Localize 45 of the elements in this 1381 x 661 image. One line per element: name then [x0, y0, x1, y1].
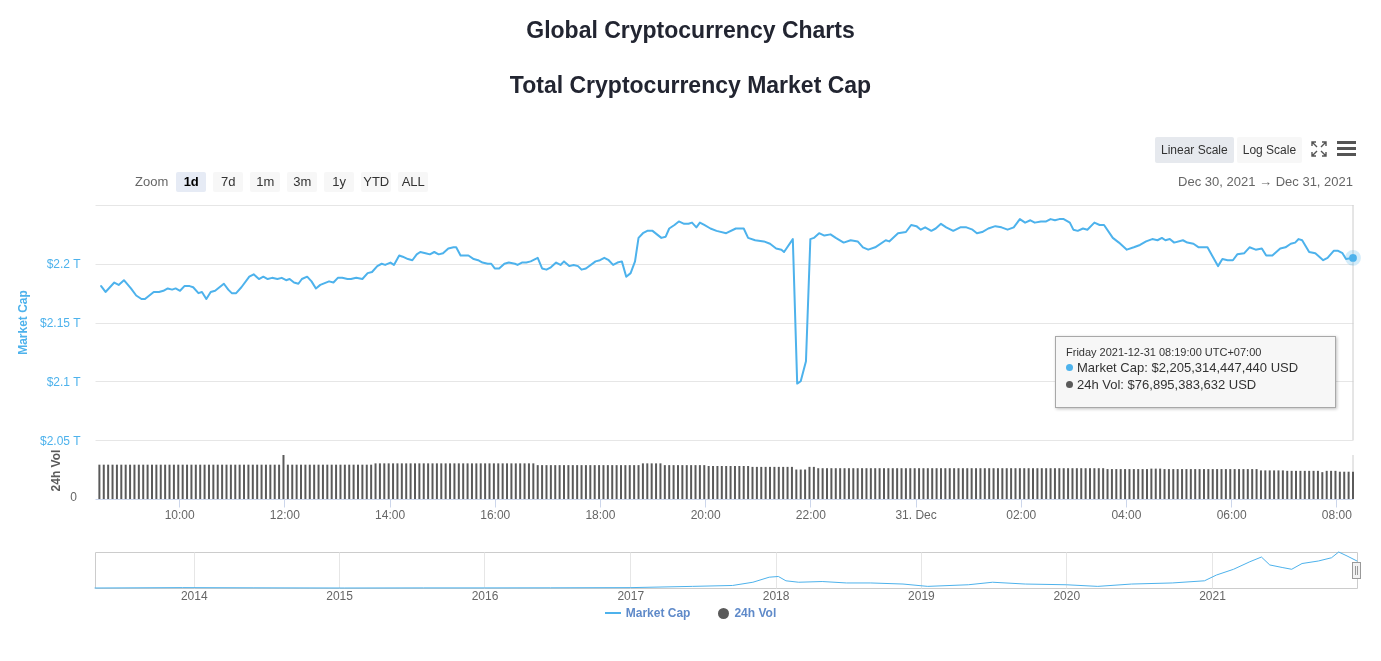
x-tick-label: 31. Dec — [895, 507, 937, 522]
y-axis-title: 24h Vol — [48, 449, 63, 492]
annotation: Friday 2021-12-31 08:19:00 UTC+07:00 — [1066, 345, 1263, 359]
text: 3m — [287, 172, 318, 192]
x-tick-label: 2015 — [326, 588, 354, 603]
chart-subtitle: Total Cryptocurrency Market Cap — [508, 71, 873, 100]
x-tick-label: 22:00 — [795, 507, 827, 522]
y-tick-label: $2.15 T — [40, 316, 82, 330]
text: Dec 30, 2021 → Dec 31, 2021 — [1178, 173, 1353, 191]
x-tick-label: 06:00 — [1216, 507, 1247, 522]
x-tick-label: 16:00 — [480, 507, 511, 522]
legend-label: Market Cap — [625, 606, 691, 620]
text: 1d — [176, 172, 207, 192]
text: Zoom — [135, 173, 169, 191]
y-tick-label: $2.05 T — [40, 433, 82, 448]
text: ALL — [398, 172, 429, 192]
text: 0 — [70, 490, 77, 504]
x-tick-label: 08:00 — [1321, 507, 1353, 522]
x-tick-label: 20:00 — [690, 507, 721, 522]
text: 1m — [250, 172, 281, 192]
x-tick-label: 12:00 — [269, 507, 301, 522]
x-tick-label: 10:00 — [164, 507, 195, 522]
x-tick-label: 2020 — [1053, 588, 1081, 603]
x-tick-label: 2018 — [762, 588, 790, 603]
annotation: Market Cap: $2,205,314,447,440 USD — [1066, 360, 1335, 376]
text: Linear Scale — [1155, 137, 1234, 163]
x-tick-label: 2019 — [908, 588, 936, 603]
y-tick-label: $2.1 T — [46, 374, 82, 389]
x-tick-label: 2017 — [617, 588, 645, 603]
legend-label: 24h Vol — [734, 606, 777, 620]
x-tick-label: 04:00 — [1111, 507, 1142, 522]
text: 1y — [324, 172, 355, 192]
text: 7d — [213, 172, 244, 192]
text: YTD — [361, 172, 392, 192]
x-tick-label: 14:00 — [375, 507, 406, 522]
text: Log Scale — [1236, 137, 1303, 163]
x-tick-label: 2014 — [180, 588, 208, 603]
x-tick-label: 02:00 — [1006, 507, 1037, 522]
x-tick-label: 18:00 — [585, 507, 616, 522]
x-tick-label: 2016 — [471, 588, 499, 603]
annotation: 24h Vol: $76,895,383,632 USD — [1066, 377, 1335, 393]
y-axis-title: Market Cap — [15, 290, 30, 355]
y-tick-label: $2.2 T — [46, 257, 82, 272]
chart-title: Global Cryptocurrency Charts — [525, 16, 856, 45]
x-tick-label: 2021 — [1199, 588, 1227, 603]
